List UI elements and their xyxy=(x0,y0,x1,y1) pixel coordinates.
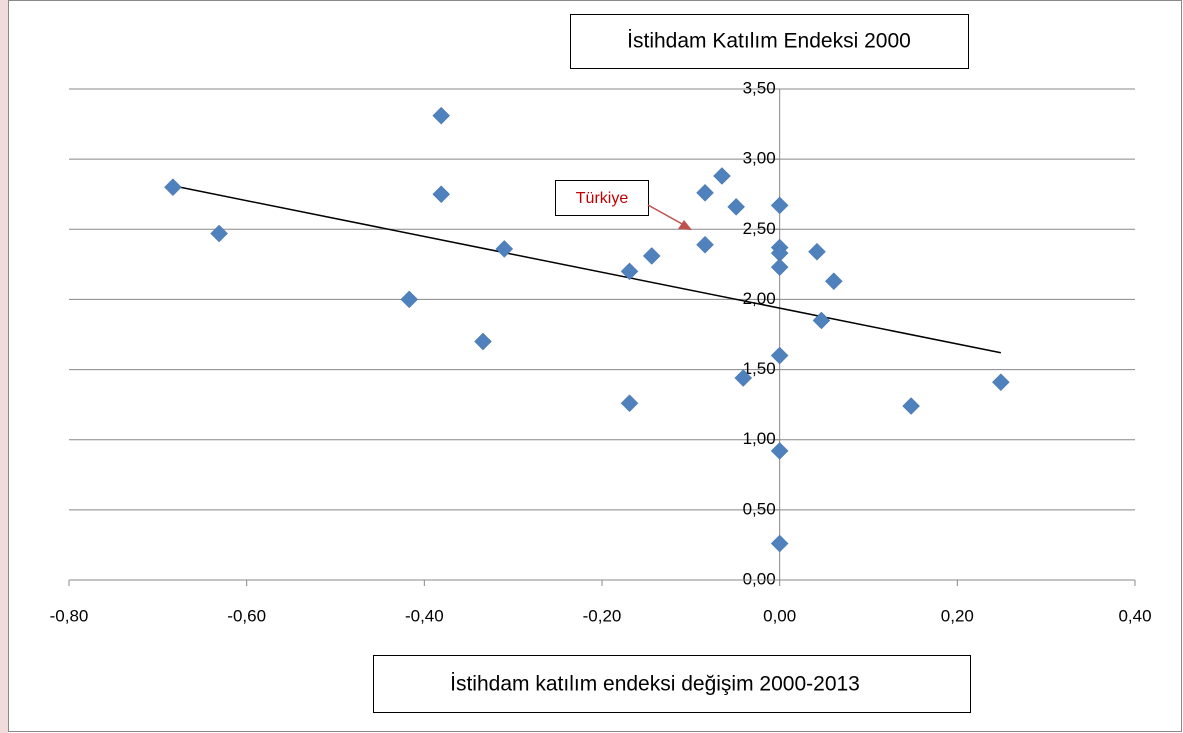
x-tick-label: -0,80 xyxy=(50,606,89,625)
x-tick-label: 0,20 xyxy=(941,606,974,625)
point xyxy=(770,534,789,553)
point xyxy=(696,183,714,202)
point xyxy=(812,311,831,330)
y-tick-label: 2,50 xyxy=(743,219,776,238)
y-tick-label: 0,50 xyxy=(743,499,776,518)
y-tick-label: 1,00 xyxy=(743,429,776,448)
y-tick-label: 0,00 xyxy=(743,569,776,588)
point xyxy=(727,197,745,216)
point xyxy=(734,369,753,387)
x-tick-label: 0,40 xyxy=(1118,606,1151,625)
point xyxy=(432,185,451,204)
x-tick-label: -0,40 xyxy=(405,606,444,625)
point xyxy=(808,242,826,261)
title-box xyxy=(570,14,969,69)
x-tick-label: 0,00 xyxy=(763,606,796,625)
x-tick-label: -0,60 xyxy=(227,606,266,625)
annotation: Türkiye xyxy=(576,190,629,207)
annotation-arrow xyxy=(647,204,685,226)
point xyxy=(770,346,789,365)
point xyxy=(620,394,639,413)
point xyxy=(432,106,451,125)
chart-title: İstihdam Katılım Endeksi 2000 xyxy=(627,30,911,53)
point xyxy=(642,247,661,265)
x-label-box xyxy=(373,655,971,713)
x-tick-label: -0,20 xyxy=(583,606,622,625)
point xyxy=(495,240,514,258)
chart-frame xyxy=(8,0,1182,732)
point xyxy=(696,235,714,254)
point xyxy=(474,332,492,351)
annotation-box xyxy=(555,180,649,216)
point xyxy=(825,272,843,291)
y-tick-label: 1,50 xyxy=(743,359,776,378)
x-axis-label: İstihdam katılım endeksi değişim 2000-20… xyxy=(450,673,860,696)
point xyxy=(770,442,789,460)
point xyxy=(164,178,182,197)
point xyxy=(992,373,1010,392)
point xyxy=(713,167,731,185)
point xyxy=(770,196,789,215)
y-tick-label: 3,50 xyxy=(743,78,776,97)
trendline xyxy=(172,185,1002,354)
point xyxy=(210,224,228,243)
point xyxy=(902,397,920,415)
y-tick-label: 2,00 xyxy=(743,289,776,308)
annotation-arrowhead xyxy=(678,220,692,230)
point xyxy=(620,262,639,281)
point xyxy=(400,290,419,309)
point xyxy=(770,258,789,277)
side-stripe xyxy=(0,0,8,733)
y-tick-label: 3,00 xyxy=(743,149,776,168)
plot-area: 0,00 0,50 1,00 1,50 2,00 2,50 3,00 3,50 -0,80 -0,… xyxy=(50,78,1152,625)
